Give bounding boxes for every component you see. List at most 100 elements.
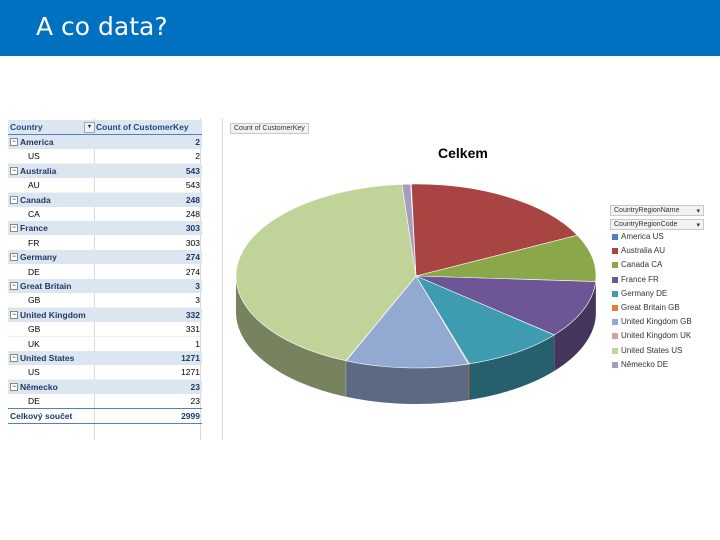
row-value: 1: [195, 338, 200, 349]
slide-title-bar: A co data?: [0, 0, 720, 56]
pivot-group-row: − United Kingdom 332: [8, 307, 202, 322]
legend-label: United Kingdom UK: [621, 331, 692, 341]
row-value: 332: [185, 309, 200, 320]
legend-label: America US: [621, 232, 664, 241]
collapse-icon[interactable]: −: [10, 224, 18, 233]
pie-chart[interactable]: [228, 176, 608, 416]
value-header: Count of CustomerKey: [96, 122, 189, 132]
pie-slice-side: [469, 334, 555, 400]
row-label: Canada: [20, 194, 51, 205]
pivot-group-row: − America 2: [8, 135, 202, 149]
pivot-detail-row: GB 331: [8, 322, 202, 338]
pie-slice[interactable]: [415, 275, 597, 336]
legend-swatch: [612, 319, 618, 326]
values-field-button[interactable]: Count of CustomerKey: [230, 123, 309, 134]
pie-slice[interactable]: [415, 234, 597, 282]
legend-swatch: [612, 262, 618, 269]
collapse-icon[interactable]: −: [10, 282, 18, 290]
pie-slice[interactable]: [415, 275, 555, 365]
row-label: United States: [20, 353, 75, 363]
row-value: 23: [190, 396, 200, 407]
legend-swatch: [612, 361, 618, 368]
row-value: 303: [185, 237, 200, 248]
pivot-detail-row: US 2: [8, 149, 202, 165]
collapse-icon[interactable]: −: [10, 253, 18, 262]
pivot-detail-row: DE 23: [8, 394, 202, 410]
row-value: 248: [185, 194, 200, 205]
pie-slice[interactable]: [235, 183, 417, 362]
row-label: FR: [28, 237, 40, 248]
row-value: 3: [195, 295, 200, 306]
pivot-detail-row: DE 274: [8, 265, 202, 280]
pie-slice-side: [468, 363, 470, 401]
pivot-group-row: − Canada 248: [8, 192, 202, 207]
row-value: 248: [185, 209, 200, 219]
collapse-icon[interactable]: −: [10, 138, 18, 146]
collapse-icon[interactable]: −: [10, 382, 18, 391]
collapse-icon[interactable]: −: [10, 166, 18, 175]
pivot-table: Country ▾ Count of CustomerKey − America 2…: [8, 118, 223, 440]
legend-field-name-label: CountryRegionName: [614, 207, 680, 214]
legend-label: Australia AU: [621, 246, 666, 256]
pivot-detail-row: GB 3: [8, 293, 202, 309]
row-value: 3: [195, 281, 200, 291]
pivot-group-row: − Germany 274: [8, 250, 202, 265]
legend-label: Canada CA: [621, 260, 663, 270]
filter-dropdown-icon[interactable]: ▾: [84, 122, 95, 133]
row-label: Germany: [20, 252, 57, 263]
row-label: DE: [28, 396, 40, 407]
row-value: 274: [185, 266, 200, 277]
legend-field-button-code[interactable]: CountryRegionCode ▾: [610, 219, 704, 230]
legend-field-button-name[interactable]: CountryRegionName ▾: [610, 205, 704, 216]
collapse-icon[interactable]: −: [10, 195, 18, 204]
legend-label: France FR: [621, 274, 659, 284]
row-label: Australia: [20, 165, 57, 176]
row-label: DE: [28, 266, 40, 277]
row-value: 2: [195, 137, 200, 147]
row-value: 1271: [181, 353, 200, 363]
pivot-detail-row: UK 1: [8, 337, 202, 352]
pie-slice-side: [346, 360, 469, 404]
pivot-detail-row: CA 248: [8, 207, 202, 222]
row-label: Německo: [20, 381, 58, 392]
pie-slice-side: [236, 276, 346, 397]
legend-swatch: [612, 333, 618, 340]
row-label: GB: [28, 324, 41, 335]
row-value: 1271: [181, 367, 200, 378]
pivot-detail-row: AU 543: [8, 178, 202, 194]
legend-swatch: [612, 305, 618, 311]
legend-swatch: [612, 248, 618, 255]
row-value: 543: [185, 165, 200, 176]
grand-total-value: 2999: [181, 411, 200, 421]
row-label: US: [28, 151, 40, 162]
legend-label: Great Britain GB: [621, 303, 680, 312]
row-label-header: Country: [10, 122, 43, 132]
row-value: 274: [185, 252, 200, 263]
chevron-down-icon: ▾: [696, 208, 700, 215]
row-label: United Kingdom: [20, 309, 86, 320]
row-label: UK: [28, 338, 40, 349]
pivot-grand-total: Celkový součet 2999: [8, 408, 202, 424]
pivot-group-row: − France 303: [8, 221, 202, 236]
grand-total-label: Celkový součet: [10, 411, 73, 421]
pie-slice[interactable]: [411, 183, 578, 277]
row-value: 303: [185, 223, 200, 234]
legend-label: United Kingdom GB: [621, 317, 692, 327]
row-label: US: [28, 367, 40, 378]
pie-slice[interactable]: [345, 275, 469, 369]
pivot-detail-row: US 1271: [8, 365, 202, 381]
pivot-group-row: − Australia 543: [8, 163, 202, 178]
row-label: GB: [28, 295, 41, 306]
pie-slice[interactable]: [401, 183, 417, 277]
legend-swatch: [612, 276, 618, 283]
chevron-down-icon: ▾: [696, 222, 700, 229]
legend-swatch: [612, 347, 618, 354]
collapse-icon[interactable]: −: [10, 310, 18, 319]
collapse-icon[interactable]: −: [10, 354, 18, 362]
pivot-group-row: − Německo 23: [8, 379, 202, 394]
row-value: 543: [185, 180, 200, 191]
row-value: 2: [195, 151, 200, 162]
legend-swatch: [612, 234, 618, 240]
legend-swatch: [612, 290, 618, 297]
legend-label: Germany DE: [621, 288, 668, 298]
